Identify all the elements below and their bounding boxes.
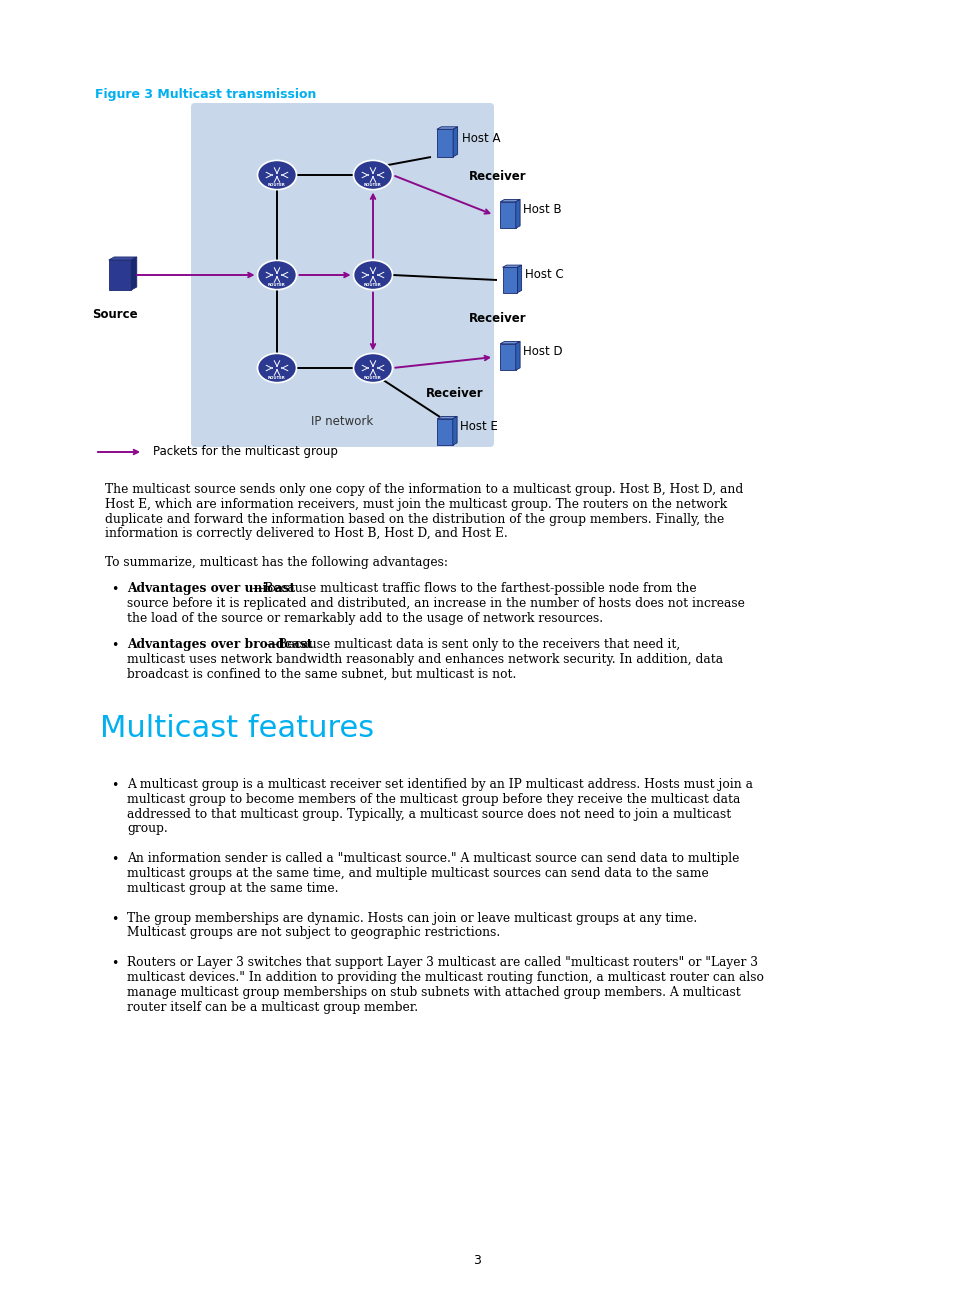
Text: Source: Source [92, 308, 137, 321]
Text: 3: 3 [473, 1253, 480, 1266]
Text: information is correctly delivered to Host B, Host D, and Host E.: information is correctly delivered to Ho… [105, 527, 507, 540]
Text: An information sender is called a "multicast source." A multicast source can sen: An information sender is called a "multi… [127, 853, 739, 866]
Text: •: • [112, 583, 118, 596]
Polygon shape [436, 130, 453, 157]
Text: ROUTER: ROUTER [364, 376, 381, 380]
Text: —Because multicast data is sent only to the receivers that need it,: —Because multicast data is sent only to … [266, 638, 679, 651]
Text: Host A: Host A [461, 131, 500, 144]
Polygon shape [517, 266, 521, 293]
Text: Advantages over unicast: Advantages over unicast [127, 582, 294, 595]
Ellipse shape [257, 354, 296, 382]
Polygon shape [453, 416, 456, 446]
Text: •: • [112, 639, 118, 652]
Text: •: • [112, 912, 118, 925]
Polygon shape [109, 260, 132, 290]
Text: router itself can be a multicast group member.: router itself can be a multicast group m… [127, 1001, 417, 1013]
Text: the load of the source or remarkably add to the usage of network resources.: the load of the source or remarkably add… [127, 612, 602, 625]
Text: manage multicast group memberships on stub subnets with attached group members. : manage multicast group memberships on st… [127, 986, 740, 999]
Text: Advantages over broadcast: Advantages over broadcast [127, 638, 313, 651]
Ellipse shape [257, 260, 296, 289]
Polygon shape [436, 127, 457, 130]
Text: Receiver: Receiver [469, 312, 526, 325]
Text: multicast groups at the same time, and multiple multicast sources can send data : multicast groups at the same time, and m… [127, 867, 708, 880]
Text: Packets for the multicast group: Packets for the multicast group [152, 446, 337, 459]
Text: multicast group at the same time.: multicast group at the same time. [127, 881, 338, 894]
Polygon shape [516, 341, 519, 371]
Text: Host E, which are information receivers, must join the multicast group. The rout: Host E, which are information receivers,… [105, 498, 726, 511]
Polygon shape [132, 257, 136, 290]
Text: Host B: Host B [522, 203, 561, 216]
Text: Receiver: Receiver [426, 388, 483, 400]
Polygon shape [453, 127, 457, 157]
Text: Host E: Host E [459, 420, 497, 433]
Text: ROUTER: ROUTER [364, 183, 381, 187]
Polygon shape [502, 266, 521, 267]
Polygon shape [109, 257, 136, 260]
Ellipse shape [354, 354, 392, 382]
Ellipse shape [354, 260, 392, 289]
Ellipse shape [257, 161, 296, 189]
Text: Receiver: Receiver [469, 170, 526, 183]
Text: broadcast is confined to the same subnet, but multicast is not.: broadcast is confined to the same subnet… [127, 667, 516, 680]
Text: ROUTER: ROUTER [364, 283, 381, 288]
Text: Host D: Host D [522, 346, 562, 359]
Text: source before it is replicated and distributed, an increase in the number of hos: source before it is replicated and distr… [127, 596, 744, 610]
Text: addressed to that multicast group. Typically, a multicast source does not need t: addressed to that multicast group. Typic… [127, 807, 731, 820]
Text: •: • [112, 779, 118, 792]
Polygon shape [502, 267, 517, 293]
Text: The group memberships are dynamic. Hosts can join or leave multicast groups at a: The group memberships are dynamic. Hosts… [127, 911, 697, 924]
Text: A multicast group is a multicast receiver set identified by an IP multicast addr: A multicast group is a multicast receive… [127, 778, 752, 791]
Text: •: • [112, 853, 118, 866]
Polygon shape [499, 202, 516, 228]
Text: •: • [112, 958, 118, 971]
Ellipse shape [354, 161, 392, 189]
Polygon shape [499, 200, 519, 202]
Polygon shape [516, 200, 519, 228]
Text: IP network: IP network [311, 415, 374, 428]
Text: multicast uses network bandwidth reasonably and enhances network security. In ad: multicast uses network bandwidth reasona… [127, 653, 722, 666]
Polygon shape [499, 343, 516, 371]
Text: The multicast source sends only one copy of the information to a multicast group: The multicast source sends only one copy… [105, 483, 742, 496]
Polygon shape [499, 341, 519, 343]
FancyBboxPatch shape [191, 102, 494, 447]
Text: multicast group to become members of the multicast group before they receive the: multicast group to become members of the… [127, 793, 740, 806]
Text: duplicate and forward the information based on the distribution of the group mem: duplicate and forward the information ba… [105, 513, 723, 526]
Text: ROUTER: ROUTER [268, 376, 286, 380]
Text: ROUTER: ROUTER [268, 283, 286, 288]
Text: Multicast features: Multicast features [100, 714, 374, 743]
Text: —Because multicast traffic flows to the farthest-possible node from the: —Because multicast traffic flows to the … [252, 582, 696, 595]
Polygon shape [436, 416, 456, 419]
Text: ROUTER: ROUTER [268, 183, 286, 187]
Text: multicast devices." In addition to providing the multicast routing function, a m: multicast devices." In addition to provi… [127, 971, 763, 984]
Text: Routers or Layer 3 switches that support Layer 3 multicast are called "multicast: Routers or Layer 3 switches that support… [127, 956, 758, 969]
Text: group.: group. [127, 823, 168, 836]
Polygon shape [436, 419, 453, 446]
Text: Host C: Host C [524, 268, 563, 281]
Text: Figure 3 Multicast transmission: Figure 3 Multicast transmission [95, 88, 316, 101]
Text: To summarize, multicast has the following advantages:: To summarize, multicast has the followin… [105, 556, 448, 569]
Text: Multicast groups are not subject to geographic restrictions.: Multicast groups are not subject to geog… [127, 927, 499, 940]
